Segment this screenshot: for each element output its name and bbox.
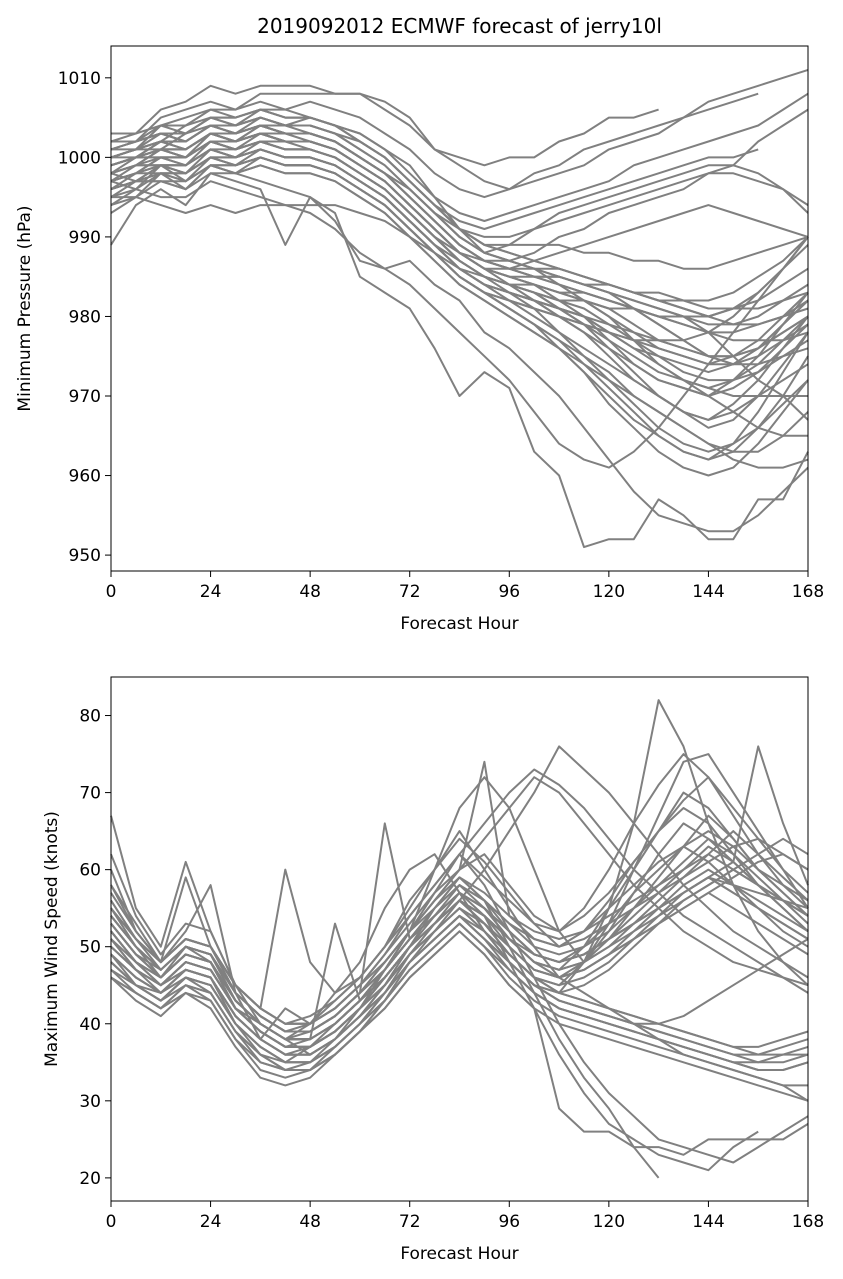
pressure-series-group (110, 68, 809, 549)
pressure-member-line-1 (111, 84, 659, 167)
pressure-axes-frame (110, 45, 809, 572)
wind-member-line-41 (110, 914, 809, 1064)
pressure-member-line-3 (110, 92, 759, 199)
pressure-y-tick-label: 990 (69, 228, 101, 248)
wind-member-line-12 (110, 776, 809, 1025)
wind-y-tick-label: 60 (79, 861, 101, 881)
wind-y-tick-label: 30 (79, 1092, 101, 1112)
pressure-member-line-35 (111, 124, 809, 334)
pressure-x-tick-label: 48 (299, 582, 321, 602)
chart-title: 2019092012 ECMWF forecast of jerry10l (257, 14, 662, 38)
wind-member-line-42 (110, 845, 809, 1033)
wind-x-tick-label: 96 (498, 1212, 520, 1232)
wind-x-tick-label: 168 (792, 1212, 824, 1232)
pressure-x-tick-label: 96 (498, 582, 520, 602)
pressure-x-tick-label: 168 (792, 582, 824, 602)
wind-ticks-group: 0 24 48 72 96 120 144 168 20 30 40 50 60 70 80 (79, 707, 824, 1232)
wind-x-axis-label: Forecast Hour (400, 1244, 518, 1264)
pressure-y-tick-label: 950 (69, 546, 101, 566)
pressure-y-tick-label: 960 (69, 467, 101, 487)
wind-y-axis-label: Maximum Wind Speed (knots) (42, 811, 62, 1067)
wind-member-line-36 (110, 930, 809, 1156)
pressure-member-line-39 (110, 164, 809, 533)
wind-y-tick-label: 80 (79, 707, 101, 727)
wind-x-tick-label: 120 (593, 1212, 625, 1232)
pressure-y-tick-label: 1010 (58, 69, 101, 89)
pressure-x-tick-label: 72 (399, 582, 421, 602)
wind-x-tick-label: 24 (200, 1212, 222, 1232)
wind-y-tick-label: 70 (79, 784, 101, 804)
pressure-member-line-42 (110, 156, 809, 342)
pressure-member-line-37 (110, 172, 809, 549)
pressure-y-tick-label: 980 (69, 307, 101, 327)
pressure-y-axis-label: Minimum Pressure (hPa) (15, 205, 35, 411)
wind-y-tick-label: 50 (79, 938, 101, 958)
wind-member-line-39 (110, 837, 809, 1041)
wind-x-tick-label: 0 (106, 1212, 117, 1232)
wind-series-group (110, 699, 809, 1179)
pressure-x-tick-label: 24 (200, 582, 222, 602)
pressure-x-tick-label: 144 (692, 582, 724, 602)
pressure-x-tick-label: 0 (106, 582, 117, 602)
wind-axes-frame (110, 676, 809, 1202)
pressure-ticks-group: 0 24 48 72 96 120 144 168 950 960 970 980 990 1000 101… (58, 69, 824, 602)
pressure-member-line-45 (110, 148, 809, 374)
pressure-y-tick-label: 1000 (58, 148, 101, 168)
wind-panel: 0 24 48 72 96 120 144 168 20 30 40 50 60 70 80 Forecas… (42, 676, 824, 1264)
wind-member-line-38 (110, 922, 809, 1071)
wind-y-tick-label: 40 (79, 1015, 101, 1035)
pressure-member-line-40 (110, 180, 809, 469)
pressure-panel: 2019092012 ECMWF forecast of jerry10l 0 2… (15, 14, 824, 634)
pressure-member-line-2 (110, 68, 809, 191)
wind-y-tick-label: 20 (79, 1169, 101, 1189)
wind-member-line-40 (110, 891, 809, 1048)
wind-x-tick-label: 144 (692, 1212, 724, 1232)
wind-x-tick-label: 72 (399, 1212, 421, 1232)
pressure-x-axis-label: Forecast Hour (400, 614, 518, 634)
wind-member-line-37 (110, 837, 809, 1025)
pressure-y-tick-label: 970 (69, 387, 101, 407)
wind-x-tick-label: 48 (299, 1212, 321, 1232)
pressure-member-line-33 (110, 140, 809, 318)
pressure-x-tick-label: 120 (593, 582, 625, 602)
pressure-member-line-44 (110, 108, 809, 238)
pressure-member-line-43 (110, 132, 809, 310)
